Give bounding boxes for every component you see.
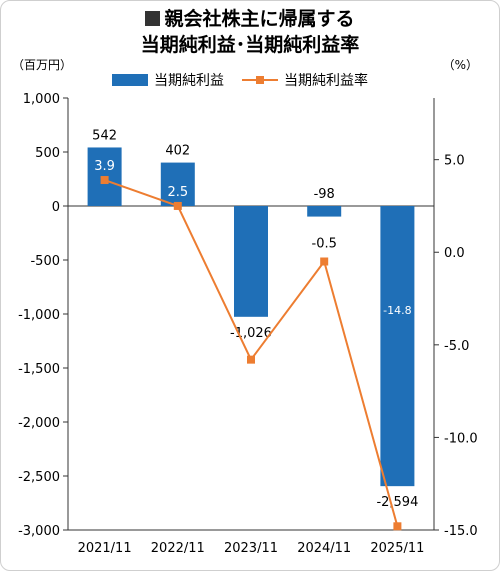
legend-line-swatch xyxy=(242,74,278,86)
right-axis-unit: （%） xyxy=(442,58,478,72)
legend-item-bar: 当期純利益 xyxy=(112,70,224,90)
left-tick-label: 0 xyxy=(52,200,60,215)
x-tick-label: 2023/11 xyxy=(224,541,278,556)
right-tick-label: 5.0 xyxy=(444,154,465,169)
rate-marker xyxy=(100,176,109,185)
right-tick-label: -15.0 xyxy=(444,524,478,539)
left-tick-label: 1,000 xyxy=(23,92,60,107)
bar-value-label: 542 xyxy=(92,128,117,143)
chart-title-line2: 当期純利益･当期純利益率 xyxy=(140,34,360,56)
rate-value-label: 3.9 xyxy=(94,159,115,174)
rate-value-label: 2.5 xyxy=(167,185,188,200)
legend-line-label: 当期純利益率 xyxy=(284,73,368,89)
rate-value-label: -5.8 xyxy=(238,180,263,195)
right-tick-label: -5.0 xyxy=(444,339,469,354)
bar-value-label: -2,594 xyxy=(376,495,418,510)
bar-value-label: -98 xyxy=(314,187,335,202)
x-tick-label: 2021/11 xyxy=(78,541,132,556)
x-tick-label: 2022/11 xyxy=(151,541,205,556)
legend-item-line: 当期純利益率 xyxy=(242,70,368,90)
right-tick-label: 0.0 xyxy=(444,246,465,261)
rate-value-label: -14.8 xyxy=(383,304,411,317)
rate-marker xyxy=(247,355,255,364)
left-tick-label: -1,000 xyxy=(18,308,60,323)
rate-value-label: -0.5 xyxy=(312,237,337,252)
left-tick-label: -3,000 xyxy=(18,524,60,539)
bar xyxy=(307,206,342,217)
left-tick-label: -2,500 xyxy=(18,470,60,485)
left-tick-label: -1,500 xyxy=(18,362,60,377)
title-line1-text: 親会社株主に帰属する xyxy=(164,8,355,30)
legend-bar-swatch xyxy=(112,74,148,86)
bar xyxy=(234,206,268,317)
rate-marker xyxy=(393,522,402,531)
x-tick-label: 2024/11 xyxy=(297,541,351,556)
legend-bar-label: 当期純利益 xyxy=(154,73,224,89)
left-tick-label: 500 xyxy=(35,146,60,161)
left-axis-unit: （百万円） xyxy=(12,58,73,72)
left-tick-label: -2,000 xyxy=(18,416,60,431)
right-tick-label: -10.0 xyxy=(444,431,478,446)
bar xyxy=(380,206,415,487)
bar xyxy=(160,162,195,206)
square-bullet-icon xyxy=(145,11,161,26)
left-tick-label: -500 xyxy=(30,254,60,269)
rate-marker xyxy=(173,201,182,210)
x-tick-label: 2025/11 xyxy=(370,541,424,556)
chart-title-line1: 親会社株主に帰属する xyxy=(0,6,500,32)
rate-marker xyxy=(320,257,329,266)
bar-value-label: 402 xyxy=(165,144,190,159)
legend: 当期純利益 当期純利益率 xyxy=(112,70,386,90)
